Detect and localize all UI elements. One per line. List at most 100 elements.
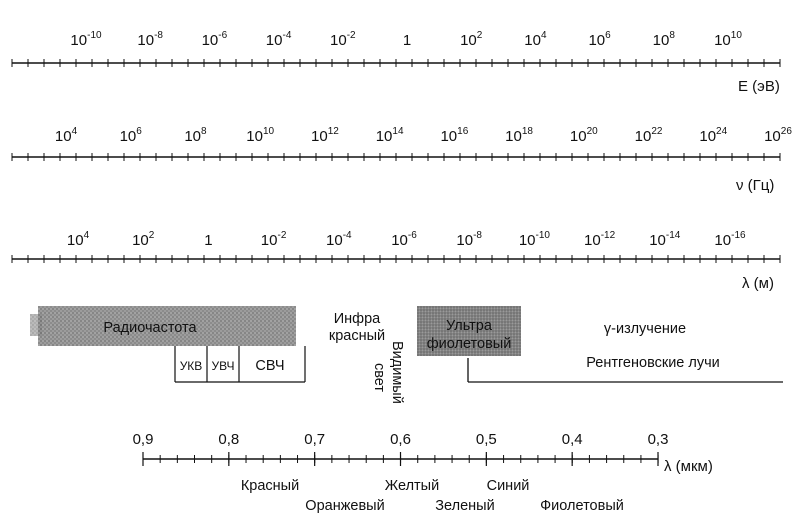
tick-label-base: 10 [460,32,477,49]
color-red-label: Красный [241,478,299,494]
tick-label-exponent: 6 [605,30,611,41]
tick-label-base: 10 [261,232,278,249]
tick-label-exponent: 10 [731,30,743,41]
tick-label-exponent: -10 [536,230,551,241]
energy-unit-label: E (эВ) [738,78,780,95]
tick-label-exponent: 22 [651,126,663,137]
tick-label-base: 10 [311,128,328,145]
tick-label-exponent: -16 [731,230,746,241]
tick-label-exponent: -12 [601,230,616,241]
tick-label-base: 1 [204,232,212,249]
tick-label-base: 10 [266,32,283,49]
tick-label: 104 [524,30,547,49]
tick-label: 108 [653,30,676,49]
tick-label-exponent: -14 [666,230,681,241]
tick-label-exponent: 8 [201,126,207,137]
tick-label-base: 10 [524,32,541,49]
tick-label: 108 [184,126,207,145]
micron-tick-label: 0,4 [562,431,583,448]
tick-label: 1024 [699,126,727,145]
tick-label-exponent: 12 [328,126,340,137]
ultraviolet-label-line1: Ультра [446,318,493,334]
tick-label-base: 10 [714,32,731,49]
tick-label-exponent: 2 [477,30,483,41]
wavelength-axis-line [11,255,781,263]
energy-axis-line [11,59,781,67]
color-blue-label: Синий [487,478,530,494]
tick-label-base: 10 [635,128,652,145]
infrared-label-line2: красный [329,328,385,344]
tick-label-base: 10 [456,232,473,249]
micron-tick-label: 0,5 [476,431,497,448]
ultraviolet-band-shading [417,306,521,356]
tick-label-exponent: 6 [136,126,142,137]
visible-label-line1: Видимый [389,341,405,404]
tick-label-exponent: 2 [149,230,155,241]
tick-label: 1020 [570,126,598,145]
tick-label: 10-8 [137,30,163,49]
tick-label-exponent: -6 [408,230,417,241]
tick-label-base: 10 [132,232,149,249]
tick-label: 104 [55,126,78,145]
micron-tick-labels: 0,9 0,8 0,7 0,6 0,5 0,4 0,3 [133,431,669,448]
tick-label: 102 [132,230,155,249]
frequency-axis-line [11,153,781,161]
tick-label-base: 10 [70,32,87,49]
tick-label-base: 10 [570,128,587,145]
tick-label-exponent: 10 [263,126,275,137]
energy-scale: 10-10 10-8 10-6 10-4 10-2 1 102 104 106 108 1010 E… [11,30,781,95]
tick-label-exponent: -8 [473,230,482,241]
tick-label: 1 [204,232,212,249]
tick-label-base: 10 [653,32,670,49]
svch-label: СВЧ [255,358,284,374]
tick-label: 1022 [635,126,663,145]
tick-label-base: 1 [403,32,411,49]
tick-label-base: 10 [330,32,347,49]
micron-tick-label: 0,3 [648,431,669,448]
wavelength-tick-labels: 104 102 1 10-2 10-4 10-6 10-8 10-10 10-12 10-14 10… [67,230,746,249]
tick-label: 1016 [440,126,468,145]
visible-label-line2: свет [371,363,387,392]
tick-label: 10-10 [70,30,102,49]
tick-label-base: 10 [505,128,522,145]
tick-label-exponent: -4 [282,30,291,41]
tick-label-base: 10 [184,128,201,145]
tick-label-exponent: -8 [154,30,163,41]
tick-label-exponent: -4 [343,230,352,241]
color-yellow-label: Желтый [385,478,439,494]
micron-tick-label: 0,9 [133,431,154,448]
tick-label-base: 10 [699,128,716,145]
micron-tick-label: 0,7 [304,431,325,448]
tick-label-exponent: 26 [781,126,793,137]
tick-label-base: 10 [120,128,137,145]
radio-frequency-label: Радиочастота [103,320,197,336]
tick-label: 1018 [505,126,533,145]
frequency-tick-labels: 104 106 108 1010 1012 1014 1016 1018 1020 1022 102… [55,126,792,145]
tick-label: 1010 [246,126,274,145]
tick-label-base: 10 [137,32,154,49]
ultraviolet-label-line2: фиолетовый [427,336,512,352]
radio-band-shading [38,306,296,346]
tick-label-exponent: 20 [587,126,599,137]
ukv-label: УКВ [180,359,203,373]
micron-tick-label: 0,6 [390,431,411,448]
frequency-unit-label: ν (Гц) [736,177,774,194]
color-violet-label: Фиолетовый [540,498,624,514]
tick-label-base: 10 [246,128,263,145]
tick-label-exponent: 4 [72,126,78,137]
tick-label-base: 10 [67,232,84,249]
wavelength-unit-label: λ (м) [742,275,774,292]
tick-label: 10-16 [714,230,746,249]
micron-tick-label: 0,8 [218,431,239,448]
tick-label-base: 10 [519,232,536,249]
infrared-label-line1: Инфра [334,311,381,327]
tick-label: 1014 [376,126,404,145]
xray-label: Рентгеновские лучи [586,355,720,371]
tick-label: 1026 [764,126,792,145]
tick-label-exponent: 18 [522,126,534,137]
tick-label: 1012 [311,126,339,145]
spectrum-regions: Радиочастота УКВ УВЧ СВЧ Инфра красный В… [30,306,783,404]
tick-label: 10-4 [326,230,352,249]
tick-label: 106 [120,126,143,145]
visible-light-vertical-label: Видимый свет [371,341,405,404]
